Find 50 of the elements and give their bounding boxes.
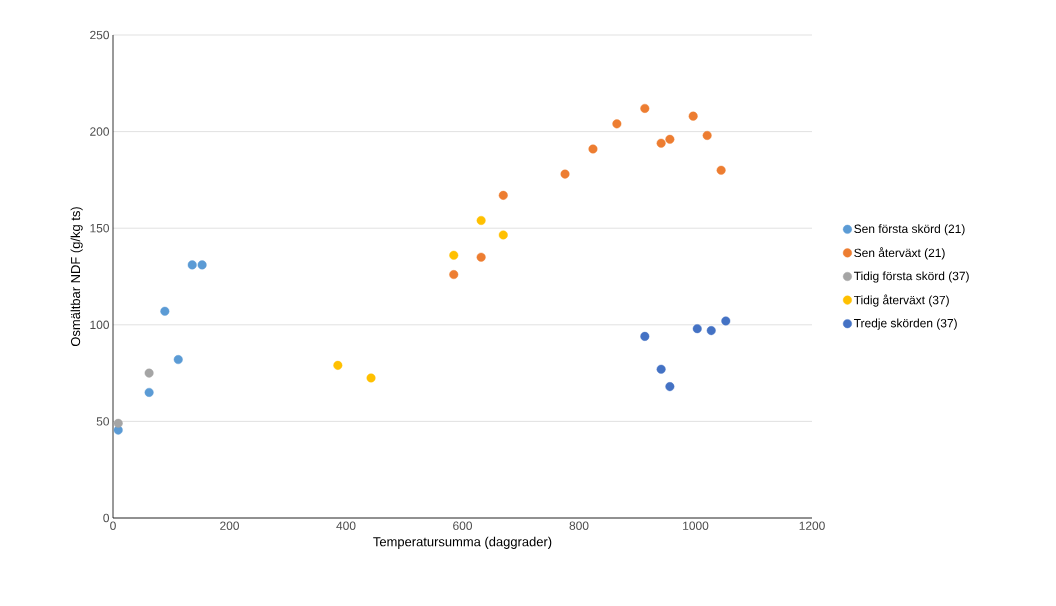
point — [721, 316, 731, 326]
point — [498, 230, 508, 240]
y-tick-label: 50 — [96, 417, 110, 426]
point — [588, 144, 598, 154]
point — [144, 387, 154, 397]
point — [702, 130, 712, 140]
point — [144, 368, 154, 378]
point — [716, 165, 726, 175]
point — [498, 190, 508, 200]
point — [187, 260, 197, 270]
point — [656, 138, 666, 148]
point — [449, 270, 459, 280]
x-axis-title: Temperatursumma (daggrader) — [373, 536, 552, 549]
point — [476, 252, 486, 262]
point — [476, 215, 486, 225]
point — [449, 250, 459, 260]
x-tick-label: 1200 — [799, 521, 825, 530]
point — [173, 355, 183, 365]
point — [665, 382, 675, 392]
point — [113, 418, 123, 428]
y-tick-label: 250 — [90, 30, 110, 40]
point — [640, 103, 650, 113]
x-tick-label: 800 — [569, 521, 589, 530]
point — [665, 134, 675, 144]
point — [160, 306, 170, 316]
x-tick-label: 1000 — [683, 521, 709, 530]
point — [688, 111, 698, 121]
y-tick-label: 100 — [90, 320, 110, 330]
legend-label: Sen återväxt (21) — [854, 247, 945, 260]
point — [366, 373, 376, 383]
point — [692, 324, 702, 334]
y-tick-label: 200 — [90, 127, 110, 136]
x-tick-label: 600 — [453, 521, 473, 530]
point — [656, 364, 666, 374]
legend-label: Tidig första skörd (37) — [853, 271, 969, 283]
point — [640, 331, 650, 341]
y-axis-title: Osmältbar NDF (g/kg ts) — [70, 207, 83, 347]
y-tick-label: 0 — [103, 513, 110, 523]
x-tick-label: 0 — [110, 521, 116, 530]
legend-label: Sen första skörd (21) — [854, 224, 965, 236]
point — [333, 360, 343, 370]
point — [706, 326, 716, 336]
point — [612, 119, 622, 129]
point — [197, 260, 207, 270]
point — [560, 169, 570, 179]
x-tick-label: 400 — [336, 521, 356, 530]
legend-label: Tidig återväxt (37) — [853, 294, 949, 307]
x-tick-label: 200 — [220, 521, 240, 530]
y-tick-label: 150 — [90, 223, 110, 233]
legend-label: Tredje skörden (37) — [853, 318, 957, 330]
